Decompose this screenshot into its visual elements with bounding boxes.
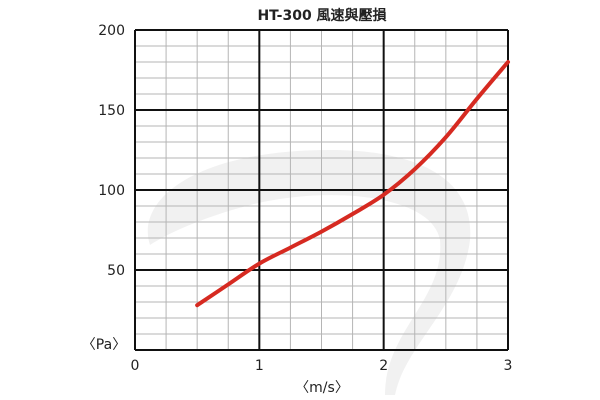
y-axis-label: 〈Pa〉 [82,337,126,353]
x-tick-label: 3 [504,358,513,374]
major-grid [134,29,509,351]
x-tick-label: 1 [255,358,264,374]
y-tick-label: 100 [98,183,125,199]
series-line [195,60,510,308]
minor-grid [135,30,508,350]
background-swoosh [147,150,471,395]
y-tick-label: 50 [107,263,125,279]
x-axis-label: 〈m/s〉 [295,380,349,396]
y-tick-label: 150 [98,103,125,119]
series-layer [195,60,510,308]
x-tick-label: 2 [379,358,388,374]
y-tick-label: 200 [98,23,125,39]
tick-labels: 0 1 2 3 50 100 150 200 [98,23,512,374]
chart-title: HT-300 風速與壓損 [257,7,387,24]
x-tick-label: 0 [131,358,140,374]
